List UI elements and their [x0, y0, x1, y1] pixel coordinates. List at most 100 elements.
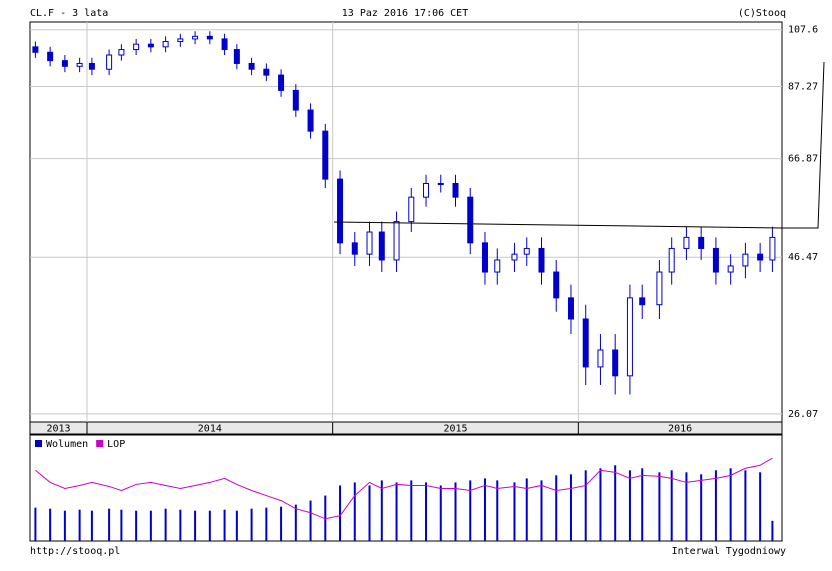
candle-body — [437, 183, 444, 186]
volume-bar — [700, 474, 703, 541]
volume-bar — [771, 520, 774, 541]
volume-bar — [265, 507, 268, 541]
volume-bar — [685, 472, 688, 541]
y-tick-label: 66.87 — [788, 154, 818, 165]
volume-bar — [63, 510, 66, 541]
year-strip — [29, 421, 783, 435]
candle-body — [322, 130, 329, 180]
volume-bar — [78, 509, 81, 541]
volume-bar — [135, 510, 138, 541]
price-frame — [29, 21, 783, 423]
candle-body — [639, 297, 646, 306]
volume-bar — [108, 508, 111, 541]
candle-body — [263, 68, 270, 76]
candle-body — [698, 236, 705, 249]
volume-bar — [380, 480, 383, 541]
volume-bar — [439, 485, 442, 541]
volume-frame — [29, 434, 783, 542]
trend-line — [333, 61, 825, 229]
candle-body — [511, 253, 518, 261]
candle-body — [307, 109, 314, 132]
candle-body — [523, 247, 530, 255]
candle-body — [612, 349, 619, 377]
candle-body — [393, 221, 400, 261]
candle-body — [292, 89, 299, 111]
volume-bar — [34, 507, 37, 541]
volume-bar — [628, 470, 631, 541]
volume-bar — [744, 470, 747, 541]
candle-body — [626, 297, 633, 377]
candle-body — [567, 297, 574, 320]
year-label: 2014 — [198, 424, 222, 435]
candle-body — [683, 236, 690, 249]
candle-body — [742, 253, 749, 267]
candle-body — [221, 38, 228, 51]
y-tick-label: 26.07 — [788, 409, 818, 420]
candle-body — [452, 183, 459, 198]
volume-bar — [496, 480, 499, 541]
candle-body — [769, 236, 776, 261]
candle-body — [206, 35, 213, 40]
candle-body — [494, 259, 501, 273]
volume-bar — [353, 482, 356, 541]
volume-bar — [368, 485, 371, 541]
volume-bar — [49, 508, 52, 541]
volume-bar — [469, 480, 472, 541]
candle-body — [366, 231, 373, 255]
volume-bar — [569, 474, 572, 541]
y-tick-label: 87.27 — [788, 81, 818, 92]
volume-bar — [425, 482, 428, 541]
y-tick-label: 46.47 — [788, 252, 818, 263]
candle-body — [351, 242, 358, 255]
chart-date: 13 Paz 2016 17:06 CET — [342, 8, 468, 19]
chart-title: CL.F - 3 lata — [30, 8, 108, 19]
volume-bar — [208, 510, 211, 541]
candle-body — [757, 253, 764, 261]
volume-bar — [454, 482, 457, 541]
volume-bar — [223, 509, 226, 541]
candle-body — [61, 60, 68, 67]
candle-body — [248, 62, 255, 70]
footer-interval: Interwal Tygodniowy — [672, 546, 786, 557]
volume-bar — [149, 510, 152, 541]
volume-bar — [410, 480, 413, 541]
candle-body — [47, 51, 54, 62]
volume-bar — [250, 508, 253, 541]
volume-bar — [641, 468, 644, 541]
candle-body — [233, 49, 240, 64]
candle-body — [481, 242, 488, 273]
candle-body — [467, 196, 474, 244]
volume-bar — [759, 472, 762, 541]
legend-swatch — [35, 440, 42, 447]
volume-bar — [714, 470, 717, 541]
candle-body — [147, 43, 154, 48]
candle-body — [192, 35, 199, 40]
legend-label: LOP — [107, 439, 125, 450]
candle-body — [76, 62, 83, 67]
candle-body — [133, 43, 140, 51]
volume-bar — [658, 472, 661, 541]
year-label: 2016 — [668, 424, 692, 435]
volume-bar — [164, 508, 167, 541]
volume-bar — [179, 509, 182, 541]
volume-bar — [483, 478, 486, 541]
candle-body — [162, 41, 169, 48]
candle-body — [538, 247, 545, 273]
candle-body — [408, 196, 415, 223]
candle-body — [553, 271, 560, 299]
year-label: 2015 — [443, 424, 467, 435]
candle-body — [177, 38, 184, 43]
volume-bar — [513, 482, 516, 541]
footer-url[interactable]: http://stooq.pl — [30, 546, 120, 557]
volume-bar — [584, 470, 587, 541]
candle-body — [32, 46, 39, 53]
volume-bar — [90, 510, 93, 541]
volume-bar — [294, 504, 297, 541]
candle-body — [712, 247, 719, 273]
volume-bar — [395, 482, 398, 541]
volume-bar — [729, 468, 732, 541]
volume-bar — [670, 470, 673, 541]
volume-bar — [540, 480, 543, 541]
volume-bar — [120, 509, 123, 541]
